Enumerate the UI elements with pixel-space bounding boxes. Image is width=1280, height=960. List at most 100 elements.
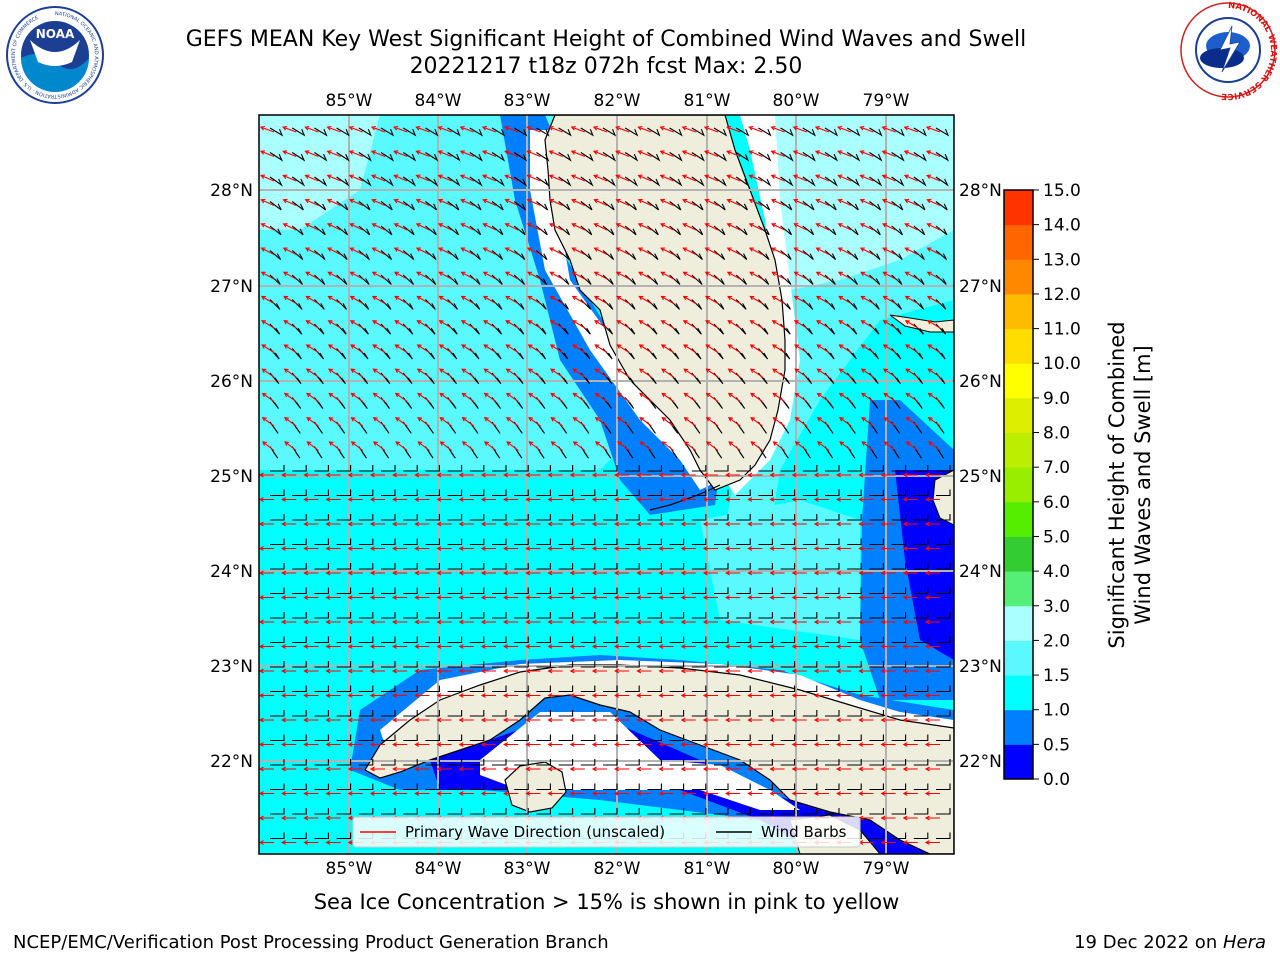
wind-barb — [691, 612, 707, 619]
wave-direction-arrow — [325, 717, 341, 723]
noaa-logo-text: NOAA — [36, 27, 75, 41]
wave-direction-arrow — [926, 198, 941, 207]
wind-barb — [891, 201, 904, 211]
wave-direction-arrow — [482, 247, 497, 255]
wave-direction-arrow — [483, 417, 497, 427]
wave-direction-arrow — [327, 271, 341, 280]
wind-barb — [891, 225, 903, 236]
wind-barb — [936, 685, 951, 693]
wave-direction-arrow — [394, 320, 408, 329]
wave-direction-arrow — [304, 223, 319, 231]
wave-direction-arrow — [591, 595, 607, 600]
wind-barb — [336, 563, 352, 570]
wave-direction-arrow — [791, 546, 807, 551]
wind-barb — [536, 563, 551, 570]
wave-direction-arrow — [414, 619, 430, 625]
wind-barb — [647, 152, 661, 162]
wind-barb — [558, 661, 574, 668]
wind-barb — [735, 250, 748, 261]
wind-barb — [780, 587, 796, 595]
wind-barb — [358, 176, 372, 187]
wave-direction-arrow — [681, 150, 697, 158]
wind-barb — [336, 685, 352, 693]
wave-direction-arrow — [349, 247, 364, 255]
wind-barb — [936, 808, 951, 815]
wave-direction-arrow — [480, 693, 496, 698]
wave-direction-arrow — [926, 271, 941, 280]
wind-barb — [536, 225, 548, 236]
wave-direction-arrow — [904, 320, 919, 329]
wave-direction-arrow — [371, 247, 386, 255]
wind-barb — [269, 152, 284, 162]
wave-direction-arrow — [549, 271, 563, 280]
wind-barb — [314, 685, 329, 693]
wind-barb — [492, 808, 507, 815]
wave-direction-arrow — [527, 320, 541, 329]
wave-direction-arrow — [505, 320, 519, 329]
wave-direction-arrow — [704, 198, 719, 207]
wind-barb — [691, 250, 703, 261]
wave-direction-arrow — [880, 546, 896, 551]
wave-direction-arrow — [591, 619, 607, 625]
wind-barb — [292, 832, 307, 840]
wave-direction-arrow — [591, 644, 607, 649]
wave-direction-arrow — [503, 546, 519, 551]
wind-barb — [647, 250, 659, 261]
wave-direction-arrow — [702, 693, 718, 698]
wind-barb — [669, 465, 685, 472]
wave-direction-arrow — [392, 742, 408, 747]
wind-barb — [802, 734, 818, 742]
wave-direction-arrow — [814, 125, 830, 133]
wind-barb — [847, 783, 862, 791]
wave-direction-arrow — [770, 198, 785, 207]
wind-barb — [936, 612, 951, 619]
wind-barb — [935, 201, 948, 211]
wave-direction-arrow — [571, 247, 586, 255]
wind-barb — [935, 250, 948, 261]
wave-direction-arrow — [436, 546, 452, 551]
wind-barb — [647, 176, 661, 187]
wind-barb — [780, 685, 796, 693]
wave-direction-arrow — [283, 344, 297, 353]
wave-direction-arrow — [525, 717, 541, 723]
wave-direction-arrow — [259, 693, 274, 698]
wave-direction-arrow — [547, 717, 563, 723]
wind-barb — [425, 710, 440, 717]
wave-direction-arrow — [614, 472, 630, 478]
wind-barb — [381, 685, 396, 693]
wind-barb — [469, 808, 485, 815]
wind-barb — [314, 636, 329, 644]
wave-direction-arrow — [392, 497, 408, 502]
wave-direction-arrow — [726, 247, 741, 255]
wave-direction-arrow — [369, 791, 385, 796]
wave-direction-arrow — [858, 521, 874, 527]
wave-direction-arrow — [572, 441, 586, 451]
wind-barb — [691, 465, 707, 472]
wave-direction-arrow — [702, 595, 718, 600]
wind-barb — [735, 152, 750, 162]
wave-direction-arrow — [369, 570, 385, 576]
wave-direction-arrow — [591, 472, 607, 478]
wave-direction-arrow — [526, 198, 541, 207]
wave-direction-arrow — [680, 570, 696, 576]
wave-direction-arrow — [813, 742, 829, 747]
wave-direction-arrow — [902, 840, 918, 845]
wave-direction-arrow — [748, 223, 763, 231]
wind-barb — [403, 563, 418, 570]
wave-direction-arrow — [702, 742, 718, 747]
wave-direction-arrow — [460, 198, 475, 207]
wave-direction-arrow — [392, 766, 408, 772]
wind-barb — [736, 465, 751, 472]
wind-barb — [580, 783, 596, 791]
wave-direction-arrow — [349, 198, 364, 207]
wave-direction-arrow — [480, 766, 496, 772]
wave-direction-arrow — [859, 174, 874, 182]
wind-barb — [514, 514, 529, 521]
wave-direction-arrow — [680, 693, 696, 698]
lon-label: 82°W — [594, 91, 641, 111]
lat-label: 27°N — [210, 277, 253, 297]
wind-barb — [292, 685, 307, 693]
wave-direction-arrow — [749, 271, 763, 280]
wave-direction-arrow — [415, 174, 430, 182]
wind-barb — [603, 661, 618, 668]
